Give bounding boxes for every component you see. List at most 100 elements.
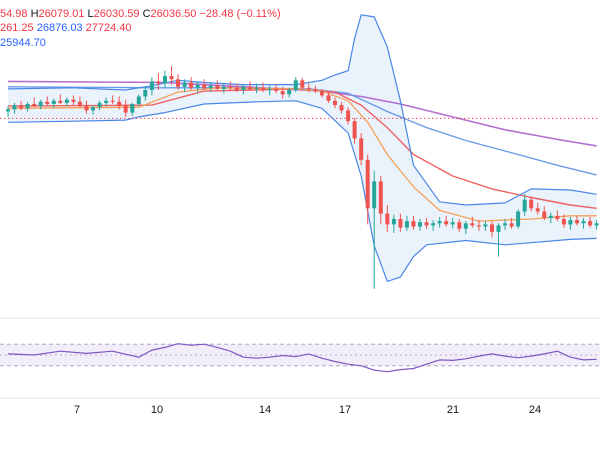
candle[interactable]	[176, 73, 180, 90]
candle[interactable]	[45, 96, 50, 107]
candle[interactable]	[470, 216, 475, 228]
candle[interactable]	[221, 83, 226, 94]
candle[interactable]	[32, 97, 37, 108]
candle[interactable]	[457, 219, 462, 232]
candle[interactable]	[208, 82, 213, 93]
candle[interactable]	[189, 77, 194, 90]
candle-body	[431, 223, 436, 226]
candle[interactable]	[38, 99, 43, 110]
candle[interactable]	[522, 194, 527, 216]
candle[interactable]	[241, 84, 246, 95]
candle[interactable]	[143, 86, 148, 101]
candle[interactable]	[149, 77, 154, 96]
candle[interactable]	[535, 202, 540, 215]
candle[interactable]	[411, 215, 416, 230]
candle[interactable]	[313, 85, 318, 94]
candle[interactable]	[555, 210, 560, 222]
candle[interactable]	[568, 216, 573, 230]
candle[interactable]	[64, 97, 69, 107]
candle[interactable]	[496, 223, 501, 257]
candle[interactable]	[182, 79, 187, 93]
candle[interactable]	[365, 154, 370, 225]
candle[interactable]	[97, 100, 102, 111]
candle[interactable]	[359, 133, 364, 166]
candle[interactable]	[516, 209, 521, 229]
candle[interactable]	[163, 70, 167, 88]
candle[interactable]	[378, 176, 383, 225]
candle[interactable]	[215, 80, 220, 90]
candle[interactable]	[444, 215, 449, 227]
candle[interactable]	[391, 214, 396, 233]
candle[interactable]	[91, 105, 95, 115]
candle[interactable]	[195, 81, 200, 94]
candle[interactable]	[248, 81, 252, 92]
candle[interactable]	[476, 220, 481, 231]
candle[interactable]	[51, 98, 56, 109]
candle[interactable]	[561, 214, 566, 228]
candle[interactable]	[12, 102, 17, 114]
rsi-pane[interactable]	[0, 343, 600, 373]
candle[interactable]	[548, 212, 553, 224]
candle[interactable]	[542, 206, 547, 221]
candle-body	[58, 100, 63, 103]
candle[interactable]	[287, 87, 292, 98]
candle[interactable]	[319, 88, 324, 98]
candle[interactable]	[19, 100, 24, 111]
candle[interactable]	[509, 217, 514, 229]
candle[interactable]	[261, 82, 266, 93]
candle[interactable]	[490, 221, 494, 238]
candle[interactable]	[594, 220, 599, 230]
candle[interactable]	[503, 219, 507, 230]
candle[interactable]	[110, 95, 115, 104]
candle[interactable]	[300, 78, 305, 90]
price-pane[interactable]	[0, 14, 600, 319]
candle[interactable]	[123, 99, 128, 117]
candle[interactable]	[136, 94, 141, 107]
candle[interactable]	[254, 83, 259, 94]
candle[interactable]	[431, 220, 436, 231]
candle[interactable]	[418, 219, 422, 231]
candle[interactable]	[372, 170, 377, 289]
candle[interactable]	[234, 83, 239, 93]
candle[interactable]	[575, 215, 579, 226]
candle[interactable]	[130, 102, 135, 116]
candle[interactable]	[326, 92, 331, 103]
candle[interactable]	[6, 106, 10, 117]
candle[interactable]	[280, 86, 285, 99]
candle[interactable]	[463, 221, 468, 235]
candle-body	[398, 219, 403, 228]
candle[interactable]	[437, 216, 442, 228]
candle[interactable]	[581, 217, 586, 229]
candle[interactable]	[25, 101, 30, 112]
candle-body	[77, 101, 82, 107]
candle[interactable]	[352, 117, 357, 144]
candle[interactable]	[385, 205, 390, 232]
candle[interactable]	[228, 81, 233, 92]
candle[interactable]	[84, 100, 89, 114]
candle-body	[516, 211, 521, 227]
candle[interactable]	[274, 84, 279, 94]
candle[interactable]	[398, 213, 403, 232]
candle[interactable]	[333, 97, 337, 109]
candle-body	[450, 222, 455, 225]
candle[interactable]	[117, 96, 122, 110]
candle[interactable]	[339, 101, 344, 114]
candle[interactable]	[450, 217, 455, 229]
candle[interactable]	[424, 217, 429, 229]
candle[interactable]	[306, 83, 311, 93]
candle[interactable]	[77, 96, 82, 108]
candle[interactable]	[202, 79, 207, 90]
candle[interactable]	[58, 94, 63, 104]
candle[interactable]	[404, 215, 409, 231]
candle[interactable]	[293, 77, 298, 93]
candle[interactable]	[104, 97, 109, 107]
candle[interactable]	[529, 196, 534, 212]
candle[interactable]	[169, 66, 174, 85]
candle[interactable]	[71, 95, 76, 106]
candle[interactable]	[588, 216, 593, 228]
candle[interactable]	[156, 72, 161, 90]
candle[interactable]	[346, 107, 351, 125]
candle[interactable]	[483, 221, 488, 231]
candle[interactable]	[267, 85, 272, 96]
